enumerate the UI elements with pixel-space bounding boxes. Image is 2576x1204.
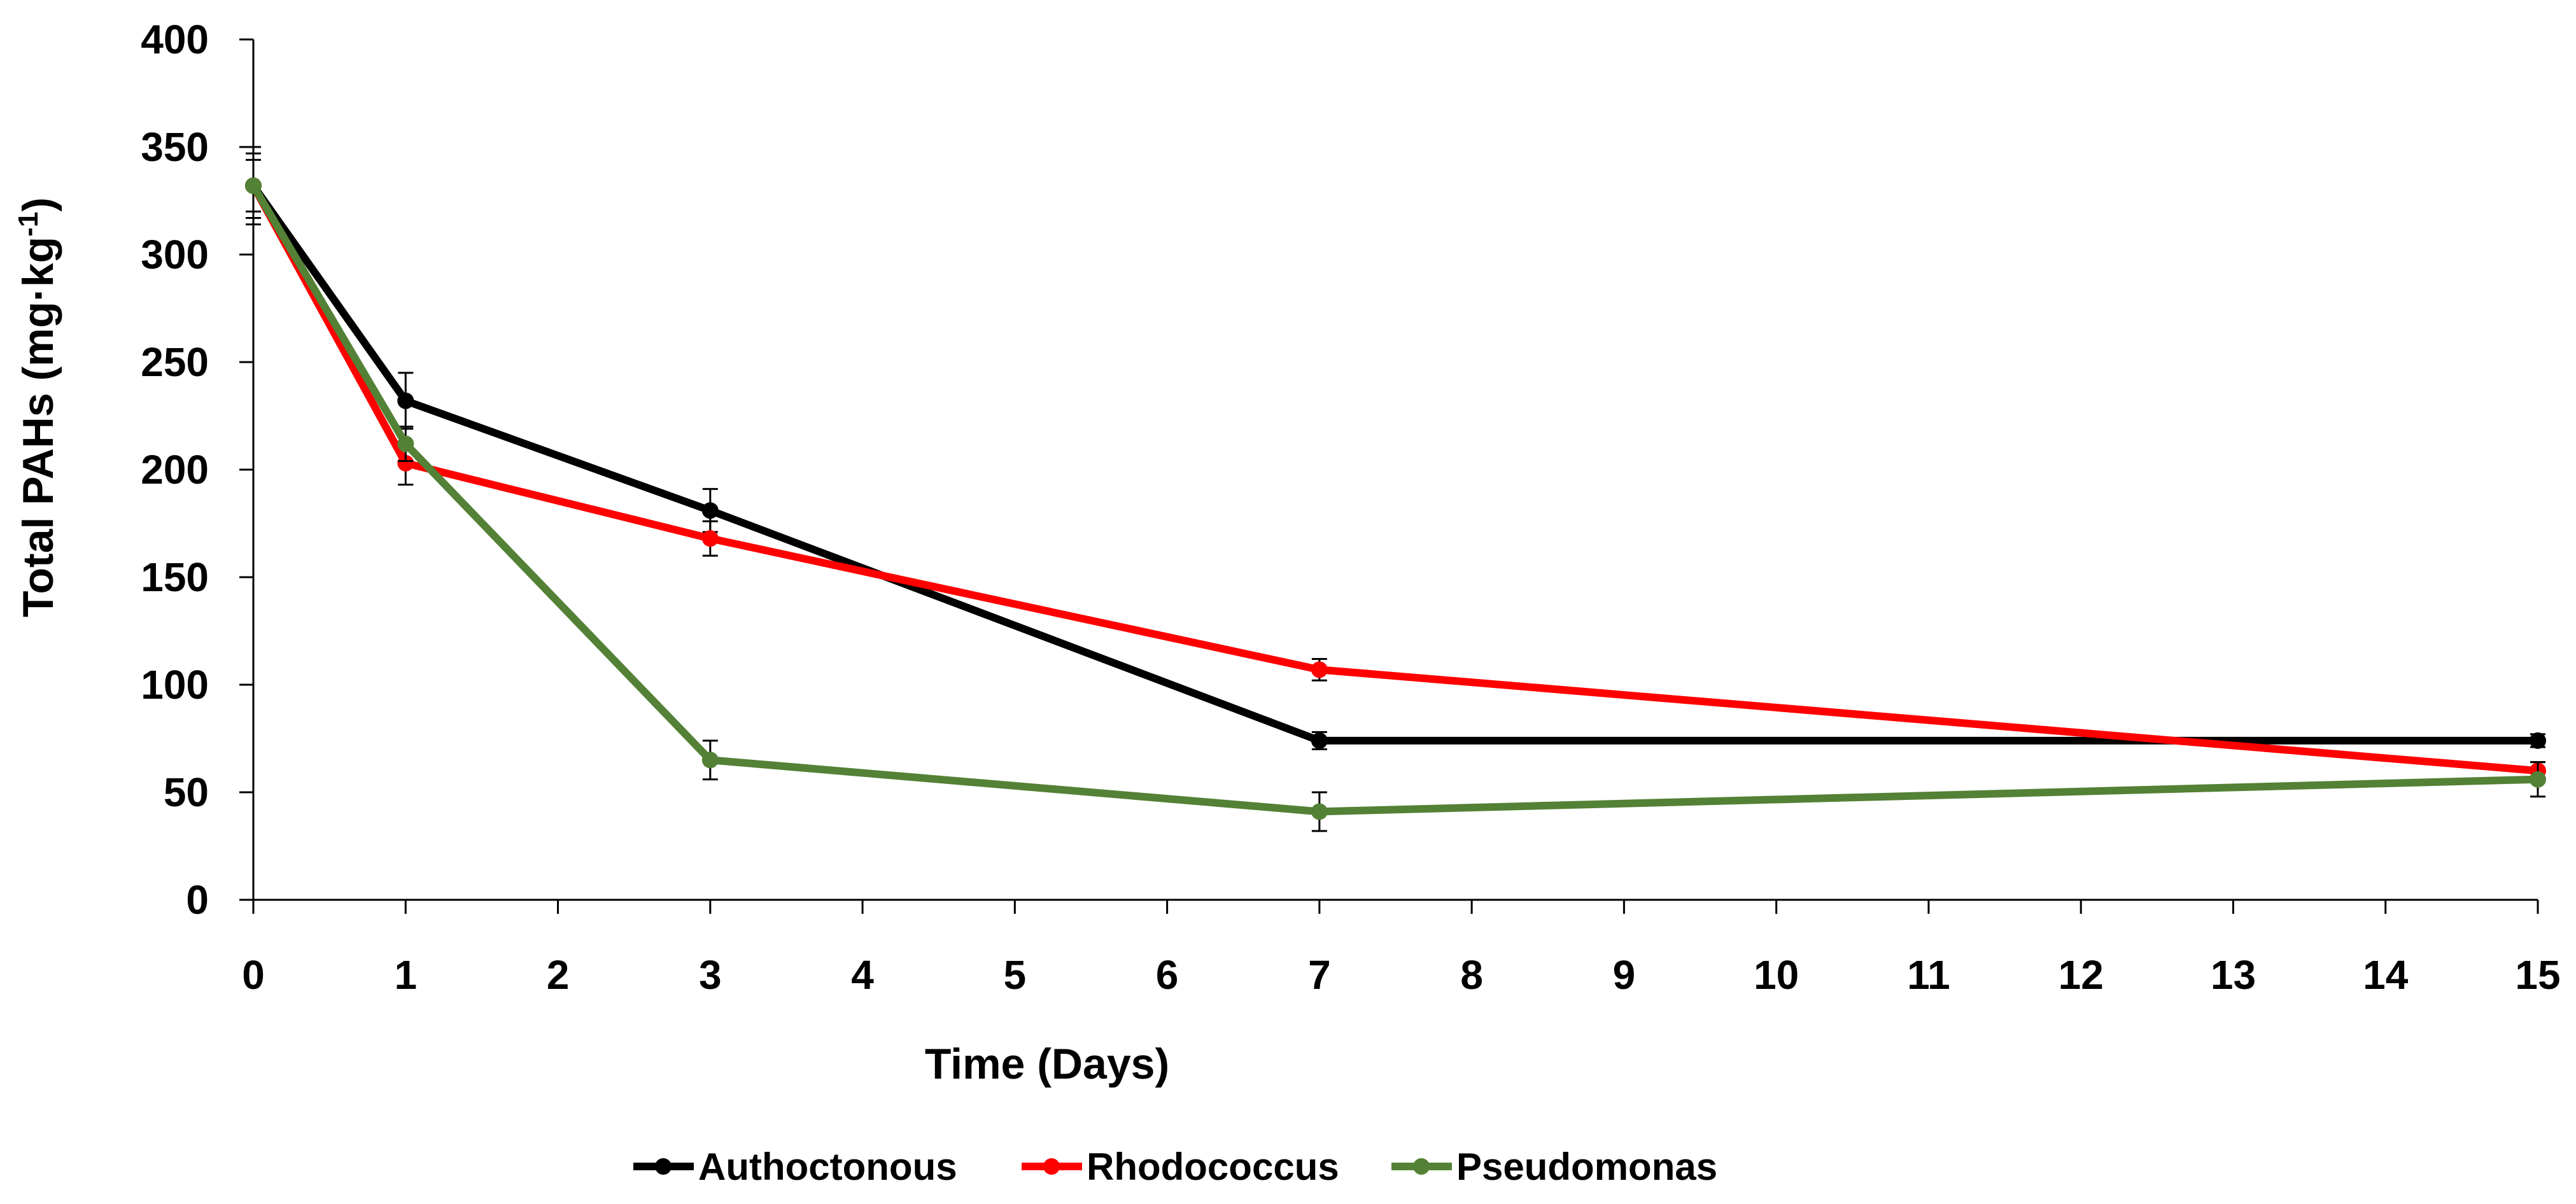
y-tick-label: 350 (141, 124, 209, 170)
data-point (397, 435, 414, 452)
x-tick-label: 2 (547, 952, 570, 998)
series-line (250, 183, 2538, 775)
x-tick-label: 4 (851, 952, 874, 998)
legend-swatch-marker (1413, 1158, 1430, 1175)
y-axis-title-main: Total PAHs (mg·kg (14, 237, 62, 617)
data-point (2530, 771, 2546, 788)
y-tick-label: 150 (141, 554, 209, 600)
x-tick-label: 8 (1460, 952, 1483, 998)
data-point (701, 530, 719, 547)
data-point (1311, 661, 1328, 678)
data-point (2530, 732, 2546, 749)
y-tick-labels: 0 50 100 150 200 250 300 350 400 (141, 17, 209, 923)
y-tick-label: 100 (141, 662, 209, 708)
data-point (245, 177, 262, 194)
legend-label: Pseudomonas (1456, 1145, 1717, 1188)
y-axis-title-superscript: -1 (13, 212, 44, 237)
y-tick-label: 300 (141, 232, 209, 277)
series-layer (245, 146, 2546, 832)
x-tick-label: 1 (394, 952, 417, 998)
series-pseudomonas (245, 158, 2546, 832)
x-tick-label: 6 (1156, 952, 1179, 998)
data-point (397, 454, 414, 472)
y-tick-label: 200 (141, 447, 209, 493)
x-tick-label: 12 (2059, 952, 2104, 998)
legend-label: Authoctonous (698, 1145, 957, 1188)
x-tick-label: 13 (2211, 952, 2256, 998)
legend: Authoctonous Rhodococcus Pseudomonas (633, 1145, 1717, 1188)
y-axis-title: Total PAHs (mg·kg-1) (13, 197, 62, 617)
legend-label: Rhodococcus (1087, 1145, 1339, 1188)
series-line (250, 183, 2538, 745)
data-point (701, 502, 719, 519)
data-point (397, 392, 414, 409)
series-authoctonous (245, 146, 2546, 750)
x-tick-label: 11 (1907, 952, 1950, 998)
x-tick-label: 9 (1613, 952, 1636, 998)
legend-swatch-marker (1043, 1158, 1060, 1175)
y-tick-label: 0 (186, 877, 209, 923)
x-axis-title: Time (Days) (925, 1040, 1169, 1088)
x-tick-label: 3 (699, 952, 722, 998)
y-tick-label: 250 (141, 339, 209, 385)
x-tick-label: 14 (2363, 952, 2409, 998)
x-tick-label: 10 (1754, 952, 1799, 998)
series-line (250, 183, 2538, 816)
x-tick-label: 15 (2515, 952, 2560, 998)
data-point (1311, 803, 1328, 820)
legend-swatch-marker (655, 1158, 672, 1175)
y-tick-label: 400 (141, 17, 209, 62)
data-point (701, 752, 719, 769)
x-tick-label: 0 (242, 952, 265, 998)
x-tick-label: 5 (1004, 952, 1027, 998)
x-tick-label: 7 (1308, 952, 1331, 998)
axes-group (239, 38, 2539, 914)
y-tick-label: 50 (164, 769, 209, 815)
x-tick-labels: 0 1 2 3 4 5 6 7 8 9 10 11 12 13 14 15 (242, 952, 2560, 998)
data-point (1311, 732, 1328, 749)
y-axis-title-end: ) (14, 197, 62, 212)
